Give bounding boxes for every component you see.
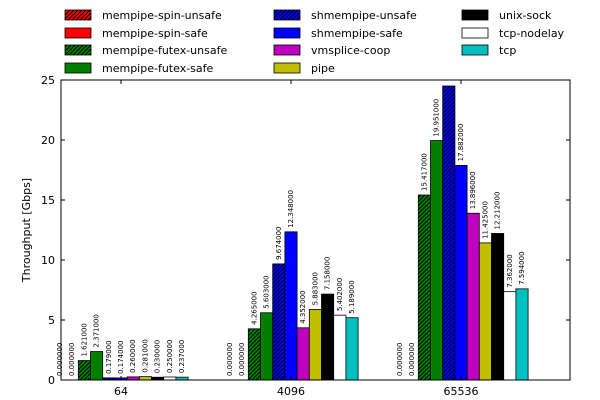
bar-unix-sock-65536	[491, 233, 505, 381]
bar-hatch-mempipe-futex-unsafe-65536	[418, 195, 431, 380]
legend-swatch-vmsplice-coop	[273, 44, 301, 56]
legend-label-tcp-nodelay: tcp-nodelay	[499, 27, 565, 40]
data-label-vmsplice-coop-65536: 13.896000	[469, 171, 477, 209]
data-label-tcp-64: 0.237000	[178, 340, 186, 373]
bar-hatch-shmempipe-unsafe-4096	[272, 263, 285, 380]
legend-swatch-hatch-mempipe-futex-unsafe	[65, 45, 91, 55]
legend-swatch-tcp-nodelay	[461, 27, 489, 39]
bar-hatch-shmempipe-unsafe-65536	[442, 86, 455, 380]
legend-swatch-hatch-shmempipe-unsafe	[274, 10, 300, 20]
legend-swatch-unix-sock	[461, 9, 489, 21]
bar-mempipe-futex-safe-64	[90, 351, 104, 381]
data-label-tcp-nodelay-65536: 7.362000	[506, 254, 514, 287]
y-tick-label-25: 25	[41, 74, 55, 87]
data-label-pipe-64: 0.281000	[141, 339, 149, 372]
x-axis: 64 4096 65536	[114, 80, 479, 398]
bar-mempipe-futex-safe-65536	[430, 140, 444, 381]
plot-frame	[60, 79, 571, 381]
legend-label-unix-sock: unix-sock	[499, 9, 552, 22]
y-axis-title: Throughput [Gbps]	[20, 178, 33, 283]
legend-label-shmempipe-safe: shmempipe-safe	[311, 27, 403, 40]
data-label-mempipe-futex-unsafe-64: 1.621000	[80, 323, 88, 356]
x-tick-label-65536: 65536	[444, 385, 479, 398]
data-label-mempipe-spin-unsafe-65536: 0.000000	[396, 343, 404, 376]
data-label-shmempipe-safe-64: 0.174000	[117, 341, 125, 374]
data-label-mempipe-futex-safe-4096: 5.603000	[263, 275, 271, 308]
bar-pipe-4096	[308, 308, 322, 381]
data-label-tcp-4096: 5.189000	[348, 280, 356, 313]
data-label-mempipe-spin-unsafe-64: 0.000000	[56, 343, 64, 376]
bar-tcp-65536	[515, 288, 529, 381]
data-label-tcp-nodelay-4096: 5.402000	[336, 278, 344, 311]
x-tick-label-64: 64	[114, 385, 128, 398]
data-label-mempipe-futex-safe-64: 2.371000	[93, 314, 101, 347]
bar-unix-sock-4096	[321, 293, 335, 381]
legend-label-mempipe-futex-safe: mempipe-futex-safe	[102, 62, 214, 75]
y-axis: 0 5 10 15 20 25	[41, 74, 570, 387]
data-label-unix-sock-65536: 12.212000	[494, 192, 502, 230]
legend-label-pipe: pipe	[311, 62, 335, 75]
legend-swatch-mempipe-futex-safe	[64, 62, 92, 74]
data-label-vmsplice-coop-64: 0.260000	[129, 339, 137, 372]
data-label-mempipe-futex-unsafe-4096: 4.265000	[250, 291, 258, 324]
bar-vmsplice-coop-4096	[296, 327, 310, 381]
x-tick-label-4096: 4096	[277, 385, 305, 398]
data-label-shmempipe-safe-4096: 12.348000	[287, 190, 295, 228]
y-tick-label-0: 0	[48, 374, 55, 387]
legend-label-shmempipe-unsafe: shmempipe-unsafe	[311, 9, 417, 22]
legend-swatch-tcp	[461, 44, 489, 56]
bar-hatch-shmempipe-unsafe-64	[102, 377, 115, 380]
bar-pipe-64	[138, 376, 152, 381]
bar-mempipe-futex-safe-4096	[260, 312, 274, 381]
data-label-mempipe-spin-safe-64: 0.000000	[68, 343, 76, 376]
legend-swatch-hatch-mempipe-spin-unsafe	[65, 10, 91, 20]
data-label-unix-sock-64: 0.230000	[154, 340, 162, 373]
data-label-shmempipe-unsafe-4096: 9.674000	[275, 227, 283, 260]
bar-tcp-4096	[345, 317, 359, 381]
data-label-pipe-4096: 5.883000	[311, 272, 319, 305]
bar-hatch-mempipe-futex-unsafe-64	[78, 360, 91, 380]
data-label-mempipe-futex-unsafe-65536: 15.417000	[420, 153, 428, 191]
legend-label-tcp: tcp	[499, 44, 516, 57]
data-label-mempipe-spin-safe-65536: 0.000000	[408, 343, 416, 376]
bar-shmempipe-safe-65536	[454, 165, 468, 381]
data-label-pipe-65536: 11.425000	[481, 201, 489, 239]
data-label-shmempipe-safe-65536: 17.882000	[457, 124, 465, 162]
y-tick-label-10: 10	[41, 254, 55, 267]
data-label-unix-sock-4096: 7.158000	[324, 257, 332, 290]
y-tick-label-5: 5	[48, 314, 55, 327]
legend-swatch-shmempipe-safe	[273, 27, 301, 39]
legend-label-mempipe-spin-safe: mempipe-spin-safe	[102, 27, 208, 40]
plot-bars	[77, 85, 529, 381]
data-label-tcp-65536: 7.594000	[518, 251, 526, 284]
legend-swatch-pipe	[273, 62, 301, 74]
y-tick-label-15: 15	[41, 194, 55, 207]
data-label-tcp-nodelay-64: 0.250000	[166, 340, 174, 373]
bar-vmsplice-coop-65536	[466, 212, 480, 381]
data-label-mempipe-futex-safe-65536: 19.951000	[433, 99, 441, 137]
bar-pipe-65536	[478, 242, 492, 381]
legend-swatch-mempipe-spin-safe	[64, 27, 92, 39]
legend: mempipe-spin-unsafe mempipe-spin-safe memp…	[64, 9, 565, 75]
bar-shmempipe-safe-4096	[284, 231, 298, 381]
bar-tcp-nodelay-4096	[333, 314, 347, 381]
bar-hatch-mempipe-futex-unsafe-4096	[248, 328, 261, 380]
legend-label-mempipe-futex-unsafe: mempipe-futex-unsafe	[102, 44, 227, 57]
data-label-mempipe-spin-unsafe-4096: 0.000000	[226, 343, 234, 376]
legend-label-vmsplice-coop: vmsplice-coop	[311, 44, 390, 57]
y-tick-label-20: 20	[41, 134, 55, 147]
legend-label-mempipe-spin-unsafe: mempipe-spin-unsafe	[102, 9, 222, 22]
data-label-mempipe-spin-safe-4096: 0.000000	[238, 343, 246, 376]
data-label-shmempipe-unsafe-64: 0.179000	[105, 340, 113, 373]
plot-data-labels: 0.000000 0.000000 0.000000 0.000000 0.000000…	[56, 99, 526, 376]
bar-tcp-nodelay-65536	[503, 291, 517, 381]
data-label-vmsplice-coop-4096: 4.352000	[299, 290, 307, 323]
